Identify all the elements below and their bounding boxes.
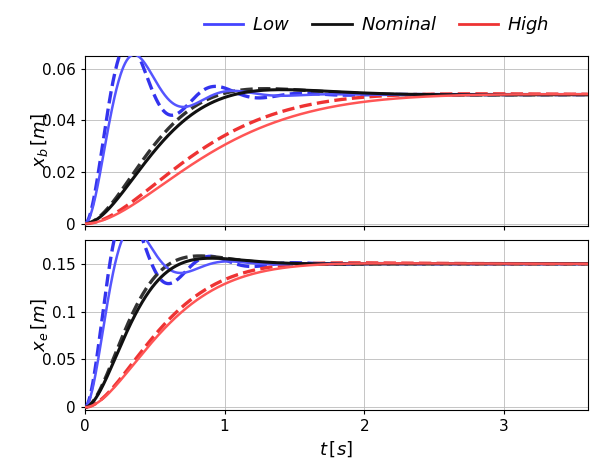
Legend: $\mathit{Low}$, $\mathit{Nominal}$, $\mathit{High}$: $\mathit{Low}$, $\mathit{Nominal}$, $\ma… xyxy=(196,7,557,43)
X-axis label: $t\,[s]$: $t\,[s]$ xyxy=(319,439,353,459)
Y-axis label: $x_b\,[m]$: $x_b\,[m]$ xyxy=(28,114,50,168)
Y-axis label: $x_e\,[m]$: $x_e\,[m]$ xyxy=(28,298,50,352)
